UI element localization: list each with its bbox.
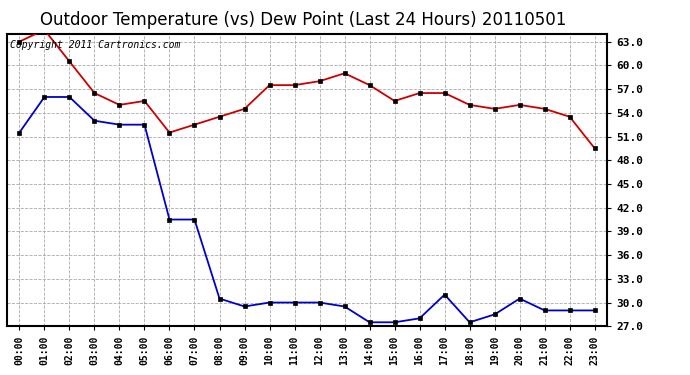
Text: Copyright 2011 Cartronics.com: Copyright 2011 Cartronics.com <box>10 40 180 50</box>
Text: Outdoor Temperature (vs) Dew Point (Last 24 Hours) 20110501: Outdoor Temperature (vs) Dew Point (Last… <box>41 11 566 29</box>
